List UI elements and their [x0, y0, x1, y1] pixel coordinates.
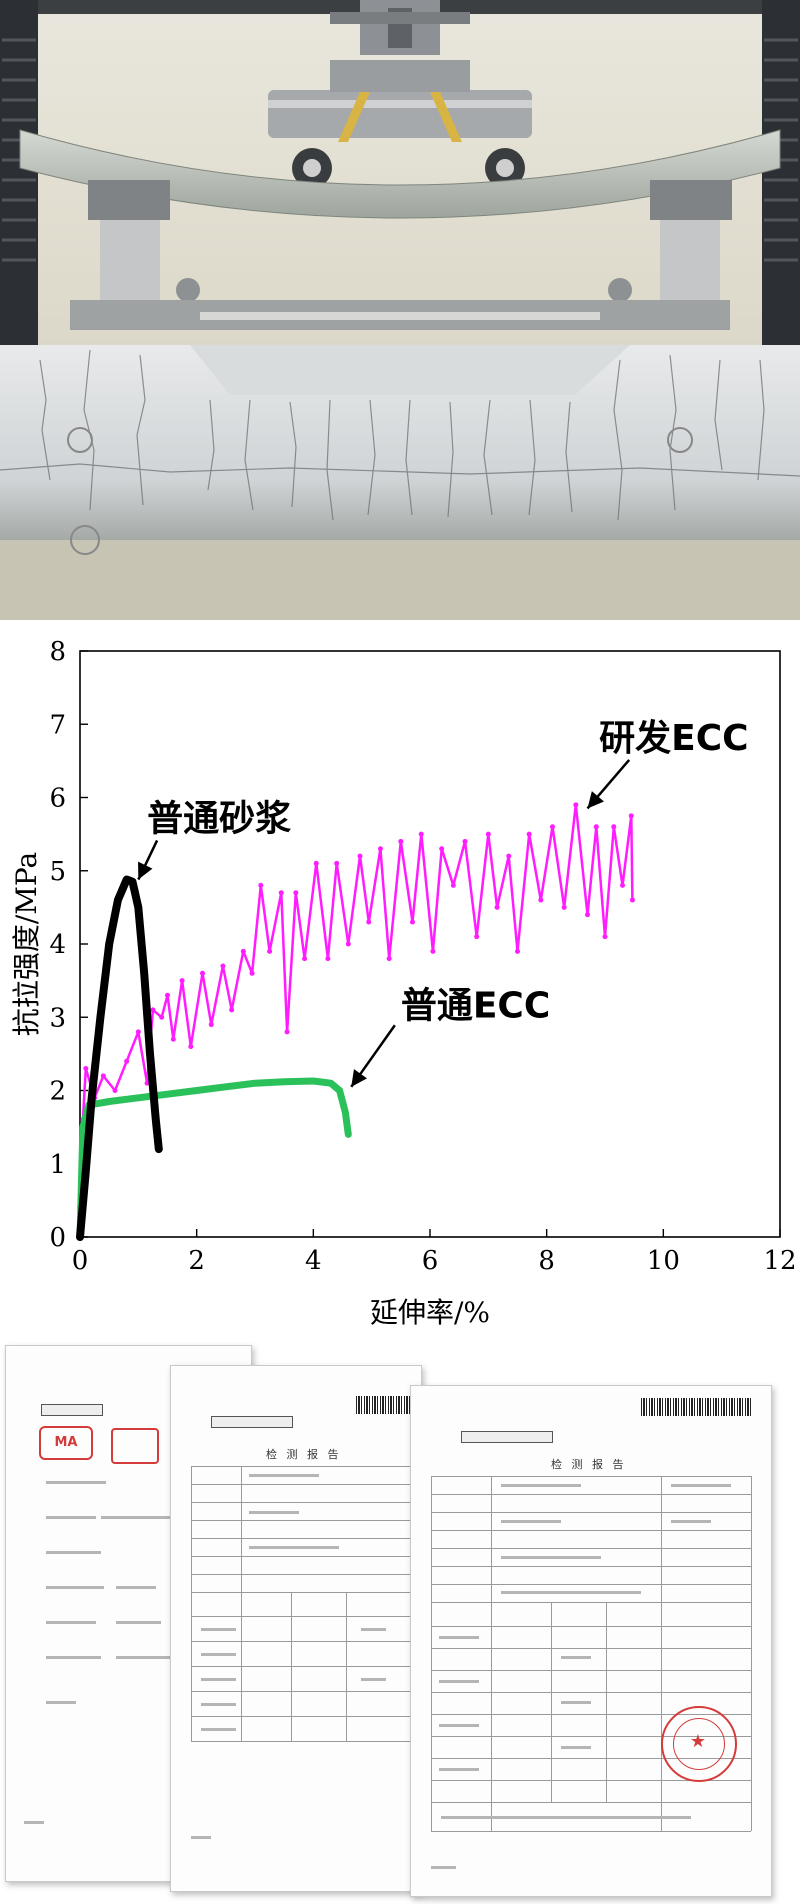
series-point: [386, 956, 392, 962]
series-point: [124, 1058, 130, 1064]
y-tick-label: 1: [49, 1150, 66, 1180]
series-point: [515, 948, 520, 954]
series-point: [410, 919, 415, 925]
series-line-2: [76, 1077, 352, 1241]
series-point: [267, 948, 273, 954]
report-title: 检 测 报 告: [266, 1448, 342, 1461]
series-point: [258, 882, 264, 888]
series-point: [208, 1022, 214, 1028]
series-line-1: [76, 875, 163, 1241]
seal-star-icon: ★: [689, 1731, 707, 1752]
series-point: [573, 802, 579, 808]
annotation-label: 研发ECC: [599, 718, 748, 759]
x-axis-label: 延伸率/%: [370, 1296, 490, 1329]
series-point: [550, 824, 555, 830]
series-point: [334, 860, 340, 866]
y-tick-label: 2: [49, 1077, 66, 1107]
series-point: [165, 992, 170, 998]
series-point: [602, 934, 608, 940]
series-point: [345, 941, 351, 947]
y-tick-label: 4: [49, 930, 66, 960]
annotation-label: 普通砂浆: [147, 798, 291, 839]
series-point: [159, 1014, 165, 1020]
series-point: [83, 1066, 89, 1072]
series-point: [170, 1036, 176, 1042]
test-reports-photo: MA 检 测 报 告: [0, 1335, 800, 1904]
series-point: [474, 934, 480, 940]
series-point: [284, 1029, 290, 1035]
x-tick-label: 10: [647, 1246, 680, 1276]
x-tick-label: 8: [538, 1246, 555, 1276]
series-point: [249, 970, 255, 976]
series-point: [313, 860, 319, 866]
series-point: [293, 890, 299, 896]
series-point: [302, 956, 308, 962]
series-point: [439, 846, 445, 852]
series-point: [561, 904, 567, 910]
series-point: [220, 963, 226, 969]
series-point: [418, 831, 424, 837]
series-point: [357, 853, 363, 859]
series-point: [620, 882, 625, 888]
series-point: [188, 1044, 194, 1050]
annotation-arrow-head: [351, 1069, 368, 1087]
series-point: [430, 948, 436, 954]
series-point: [611, 824, 617, 830]
bending-test-photo: [0, 0, 800, 620]
tensile-chart: 0 2 4 6 8 10 12 0 1 2 3 4 5 6 7 8 研发ECC 普通砂浆 普通ECC 延伸率/% …: [0, 625, 800, 1340]
series-point: [593, 824, 599, 830]
x-tick-label: 12: [763, 1246, 796, 1276]
y-tick-label: 0: [49, 1223, 66, 1253]
series-point: [462, 838, 468, 844]
series-point: [150, 1007, 156, 1013]
y-tick-label: 5: [49, 857, 66, 887]
report-title-front: 检 测 报 告: [551, 1458, 627, 1471]
report-document-2: 检 测 报 告: [170, 1365, 422, 1892]
series-point: [229, 1007, 235, 1013]
series-point: [485, 831, 491, 837]
series-point: [450, 882, 456, 888]
series-point: [506, 853, 512, 859]
x-tick-label: 4: [305, 1246, 322, 1276]
series-point: [585, 912, 590, 918]
y-tick-label: 8: [49, 637, 66, 667]
series-point: [526, 831, 532, 837]
series-point: [629, 897, 635, 903]
x-tick-label: 6: [422, 1246, 439, 1276]
ma-stamp: MA: [39, 1426, 93, 1460]
y-axis-label: 抗拉强度/MPa: [10, 852, 43, 1036]
series-point: [628, 813, 634, 819]
annotation-label: 普通ECC: [401, 985, 550, 1026]
series-point: [377, 846, 383, 852]
series-point: [494, 904, 500, 910]
y-tick-label: 6: [49, 784, 66, 814]
series-point: [325, 956, 331, 962]
series-point: [240, 948, 246, 954]
series-point: [100, 1073, 106, 1079]
x-tick-label: 2: [188, 1246, 205, 1276]
annotation-arrow-head: [587, 791, 604, 809]
annotation-arrow-head: [138, 861, 153, 880]
series-point: [200, 970, 205, 976]
series-point: [135, 1029, 141, 1035]
y-tick-label: 3: [49, 1003, 66, 1033]
series-point: [366, 919, 372, 925]
red-seal: [661, 1706, 737, 1782]
series-point: [144, 1080, 150, 1086]
series-point: [538, 897, 544, 903]
x-tick-label: 0: [72, 1246, 89, 1276]
series-point: [112, 1088, 118, 1093]
report-document-3: 检 测 报 告: [410, 1385, 772, 1897]
series-line-3: [81, 803, 634, 1122]
series-point: [179, 978, 185, 984]
series-point: [398, 838, 404, 844]
series-point: [278, 890, 284, 896]
y-tick-label: 7: [49, 710, 66, 740]
